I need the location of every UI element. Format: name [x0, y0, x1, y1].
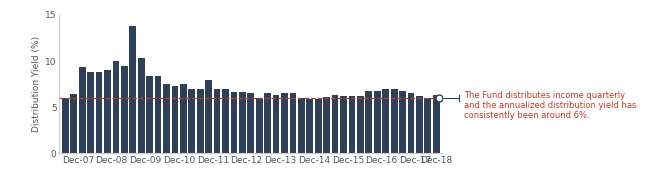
Bar [399, 91, 406, 153]
Bar [332, 95, 339, 153]
Bar [273, 95, 279, 153]
Bar [340, 96, 347, 153]
Bar [298, 98, 305, 153]
Bar [424, 98, 431, 153]
Bar [357, 96, 364, 153]
Bar [382, 89, 389, 153]
Bar [154, 76, 162, 153]
Bar [96, 72, 102, 153]
Bar [416, 96, 423, 153]
Bar [374, 91, 381, 153]
Bar [205, 79, 212, 153]
Bar [239, 91, 246, 153]
Bar [248, 93, 254, 153]
Bar [172, 86, 178, 153]
Bar [222, 89, 229, 153]
Bar [121, 66, 127, 153]
Bar [188, 89, 195, 153]
Text: The Fund distributes income quarterly
and the annualized distribution yield has
: The Fund distributes income quarterly an… [464, 91, 636, 120]
Bar [163, 84, 170, 153]
Bar [391, 89, 397, 153]
Bar [281, 93, 288, 153]
Bar [256, 98, 263, 153]
Bar [348, 96, 355, 153]
Bar [112, 61, 119, 153]
Bar [408, 93, 414, 153]
Bar [214, 89, 220, 153]
Bar [129, 26, 136, 153]
Bar [79, 67, 86, 153]
Bar [315, 99, 321, 153]
Bar [433, 95, 440, 153]
Bar [71, 94, 77, 153]
Y-axis label: Distribution Yield (%): Distribution Yield (%) [32, 36, 41, 132]
Bar [290, 93, 296, 153]
Bar [87, 72, 94, 153]
Bar [264, 93, 271, 153]
Bar [180, 84, 187, 153]
Bar [323, 97, 330, 153]
Bar [230, 91, 238, 153]
Bar [306, 99, 314, 153]
Bar [197, 89, 203, 153]
Bar [147, 76, 153, 153]
Bar [62, 98, 69, 153]
Bar [366, 91, 372, 153]
Bar [104, 70, 111, 153]
Bar [138, 58, 145, 153]
